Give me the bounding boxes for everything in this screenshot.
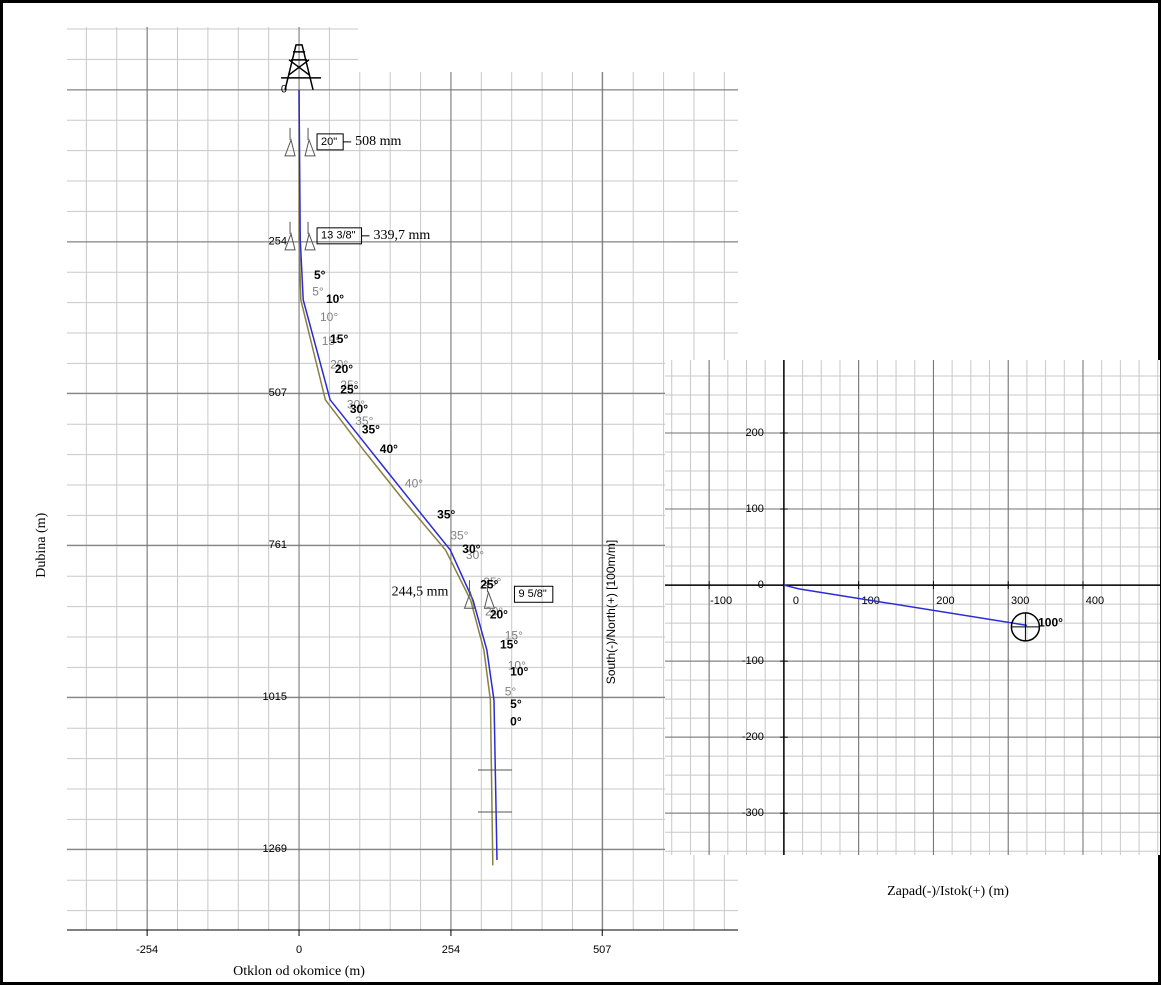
angle-label: 10° <box>326 292 344 306</box>
derrick <box>281 44 322 91</box>
angle-label: 20° <box>490 607 508 621</box>
casing-label: 9 5/8" <box>518 588 546 600</box>
plan-angle-label: 20° <box>330 357 348 371</box>
y-tick-label: -300 <box>742 807 764 819</box>
casing-shoe <box>284 221 316 251</box>
y-tick-label: 761 <box>269 539 287 551</box>
plan-angle-label: 35° <box>355 414 373 428</box>
plan-angle-label: 20° <box>485 604 503 618</box>
angle-label: 100° <box>1038 615 1063 629</box>
blank-corner <box>358 25 740 72</box>
y-axis-title: Dubina (m) <box>34 512 49 577</box>
casing-shoe <box>463 580 496 609</box>
plan-angle-label: 5° <box>505 685 517 699</box>
x-tick-label: -100 <box>710 595 732 607</box>
x-tick-label: 0 <box>296 944 302 956</box>
plan-angle-label: 15° <box>322 334 340 348</box>
plan-angle-label: 35° <box>450 528 468 542</box>
angle-label: 5° <box>510 697 522 711</box>
trajectory <box>298 89 494 866</box>
plan-angle-label: 30° <box>347 397 365 411</box>
trajectory <box>783 584 1028 627</box>
target-cross <box>1011 612 1040 641</box>
casing-box <box>513 585 554 603</box>
y-tick-label: 507 <box>269 387 287 399</box>
casing-shoe <box>284 127 316 157</box>
y-tick-label: 0 <box>758 579 764 591</box>
x-tick-label: 254 <box>442 944 460 956</box>
angle-label: 0° <box>510 715 522 729</box>
angle-label: 40° <box>380 442 398 456</box>
x-tick-label: 300 <box>1011 595 1029 607</box>
plan-angle-label: 40° <box>405 476 423 490</box>
angle-label: 25° <box>480 577 498 591</box>
plan-angle-label: 10° <box>508 658 526 672</box>
y-tick-label: 1269 <box>263 843 287 855</box>
casing-size: 339,7 mm <box>374 228 431 243</box>
y-tick-label: 200 <box>746 427 764 439</box>
angle-label: 25° <box>340 382 358 396</box>
y-tick-label: -100 <box>742 655 764 667</box>
casing-size: 244,5 mm <box>392 584 449 599</box>
y-tick-label: 0 <box>281 84 287 96</box>
x-tick-label: -254 <box>136 944 158 956</box>
angle-label: 10° <box>510 664 528 678</box>
y-tick-label: 254 <box>269 236 287 248</box>
casing-label: 13 3/8" <box>321 230 356 242</box>
x-tick-label: 400 <box>1086 595 1104 607</box>
casing-size: 508 mm <box>355 134 401 149</box>
y-tick-label: 1015 <box>263 691 287 703</box>
angle-label: 35° <box>362 422 380 436</box>
x-tick-label: 200 <box>936 595 954 607</box>
plan-angle-label: 25° <box>340 378 358 392</box>
angle-label: 30° <box>462 542 480 556</box>
x-axis-title: Otklon od okomice (m) <box>233 964 365 979</box>
angle-label: 30° <box>350 402 368 416</box>
vertical-section: -254 0 254 507 0 254 507 761 1015 1269 Otklon od o… <box>34 25 740 979</box>
plan-angle-label: 5° <box>312 284 324 298</box>
plan-angle-label: 15° <box>505 628 523 642</box>
angle-label: 15° <box>500 637 518 651</box>
x-axis-title: Zapad(-)/Istok(+) (m) <box>887 884 1009 899</box>
plan-angle-label: 30° <box>466 548 484 562</box>
plan-angle-label: 25° <box>483 575 501 589</box>
angle-label: 5° <box>314 268 326 282</box>
x-tick-label: 507 <box>593 944 611 956</box>
y-axis-title: South(-)/North(+) [100m/m] <box>604 540 618 684</box>
angle-label: 20° <box>335 362 353 376</box>
y-tick-label: 100 <box>746 503 764 515</box>
plot-area <box>67 27 738 930</box>
angle-label: 15° <box>330 332 348 346</box>
casing-label: 20" <box>321 136 337 148</box>
x-tick-label: 0 <box>793 595 799 607</box>
plan-view: -100 0 100 200 300 400-300-200-1000100200Zapa… <box>604 360 1160 899</box>
angle-label: 35° <box>437 507 455 521</box>
y-tick-label: -200 <box>742 731 764 743</box>
trajectory <box>298 89 498 861</box>
plan-angle-label: 10° <box>320 310 338 324</box>
